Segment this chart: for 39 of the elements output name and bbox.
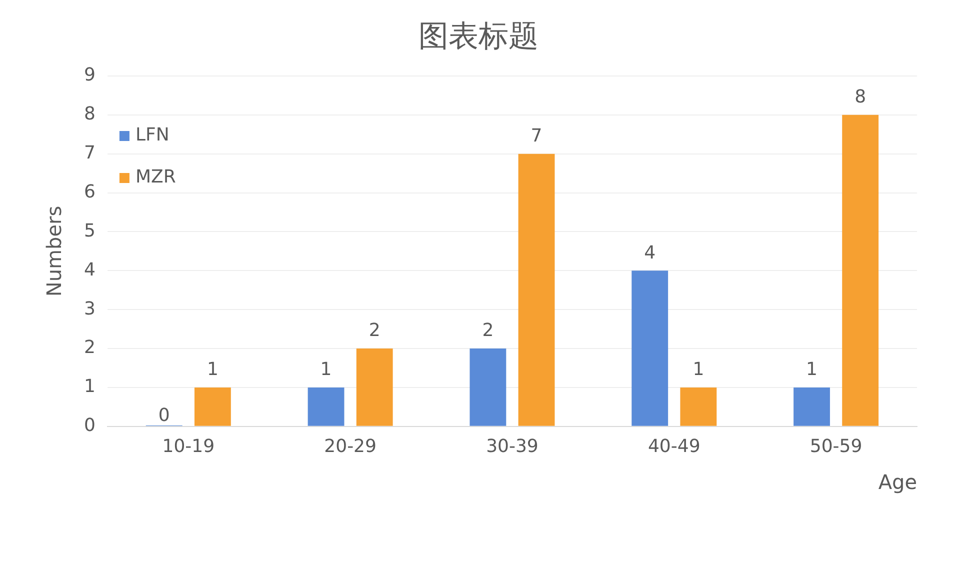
bar [194, 387, 231, 426]
y-tick-label: 5 [84, 220, 96, 242]
y-tick-label: 8 [84, 104, 96, 125]
x-tick-label: 20-29 [324, 436, 376, 457]
data-label: 1 [692, 359, 704, 380]
bar [632, 270, 668, 426]
data-label: 8 [854, 86, 866, 108]
y-tick-label: 4 [84, 259, 96, 280]
legend-label: MZR [135, 166, 176, 188]
bar [842, 114, 879, 426]
data-label: 1 [206, 359, 218, 380]
bar [470, 348, 506, 426]
y-tick-label: 6 [84, 181, 96, 202]
x-axis-title: Age [878, 470, 917, 494]
x-tick-label: 10-19 [162, 436, 215, 457]
y-tick-label: 2 [84, 337, 96, 358]
x-tick-label: 50-59 [810, 436, 862, 457]
chart-title: 图表标题 [418, 18, 538, 54]
y-tick-label: 0 [84, 415, 96, 436]
data-label: 1 [320, 359, 332, 380]
bar [680, 387, 717, 426]
x-tick-label: 40-49 [648, 436, 700, 457]
data-label: 7 [530, 126, 542, 147]
legend-label: LFN [135, 124, 170, 146]
x-tick-label: 30-39 [486, 436, 538, 457]
data-label: 4 [644, 242, 656, 264]
y-tick-label: 3 [84, 298, 96, 320]
bar [356, 348, 393, 426]
bar [308, 387, 344, 426]
y-tick-label: 9 [84, 64, 96, 86]
data-label: 2 [368, 320, 380, 342]
data-label: 0 [158, 405, 170, 426]
data-label: 2 [482, 320, 494, 342]
bar [518, 154, 555, 426]
y-tick-label: 7 [84, 142, 96, 164]
y-axis-title: Numbers [42, 206, 66, 297]
data-label: 1 [806, 359, 818, 380]
bar [794, 387, 830, 426]
y-tick-label: 1 [84, 376, 96, 398]
